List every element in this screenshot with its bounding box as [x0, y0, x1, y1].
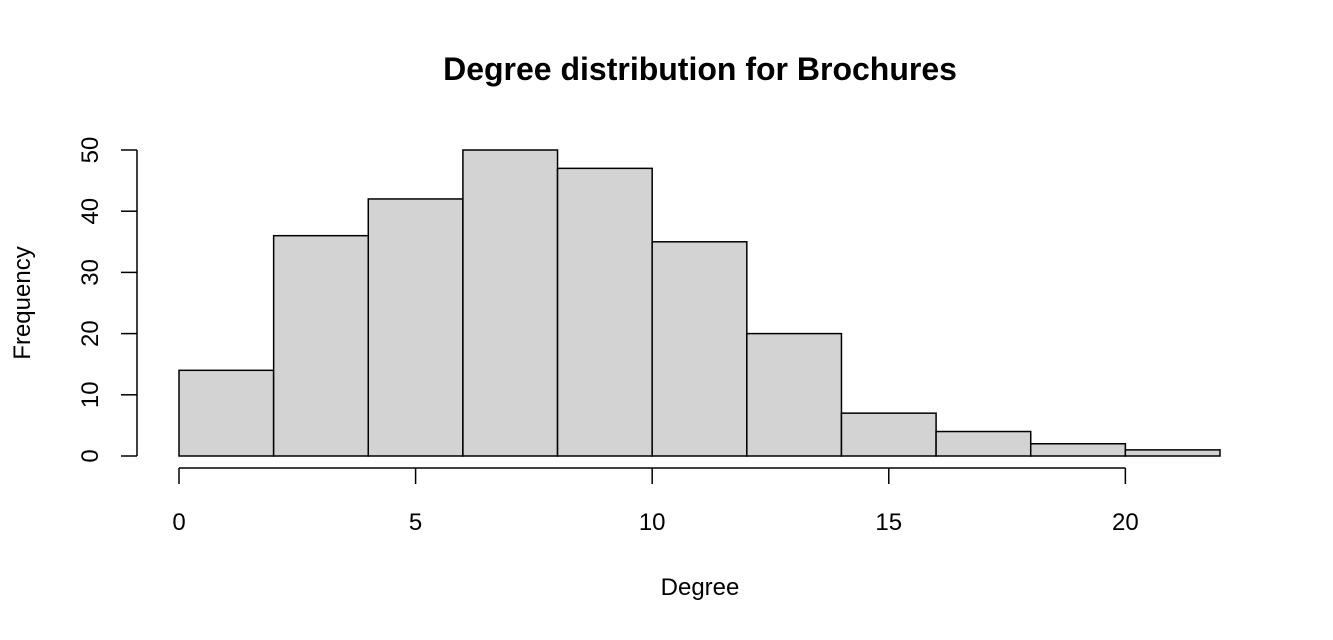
y-tick-label: 40	[77, 198, 104, 225]
chart-title: Degree distribution for Brochures	[443, 51, 957, 87]
x-tick-label: 10	[639, 509, 666, 536]
histogram-bar	[556, 167, 653, 457]
x-tick-label: 20	[1112, 509, 1139, 536]
histogram-bar	[935, 430, 1032, 457]
y-tick-label: 50	[77, 137, 104, 164]
histogram-bar	[272, 234, 370, 457]
histogram-bar	[651, 241, 748, 457]
y-tick-label: 20	[77, 320, 104, 347]
histogram-bar	[746, 332, 843, 457]
histogram-bar	[367, 198, 464, 457]
y-tick-label: 30	[77, 259, 104, 286]
y-axis: 0 10 20 30 40 50	[77, 137, 138, 463]
y-axis-label: Frequency	[9, 246, 36, 359]
y-tick-label: 0	[77, 449, 104, 462]
histogram-bar	[1029, 443, 1127, 457]
x-axis-label: Degree	[661, 574, 740, 601]
bars-group	[178, 149, 1221, 457]
histogram-bar	[462, 149, 559, 457]
histogram-bar	[178, 369, 275, 457]
histogram-bar	[840, 412, 937, 457]
x-tick-label: 0	[172, 509, 185, 536]
histogram-bar	[1124, 449, 1221, 457]
x-tick-label: 15	[875, 509, 902, 536]
y-tick-label: 10	[77, 381, 104, 408]
x-tick-label: 5	[409, 509, 422, 536]
x-axis: 0 5 10 15 20	[172, 467, 1139, 536]
